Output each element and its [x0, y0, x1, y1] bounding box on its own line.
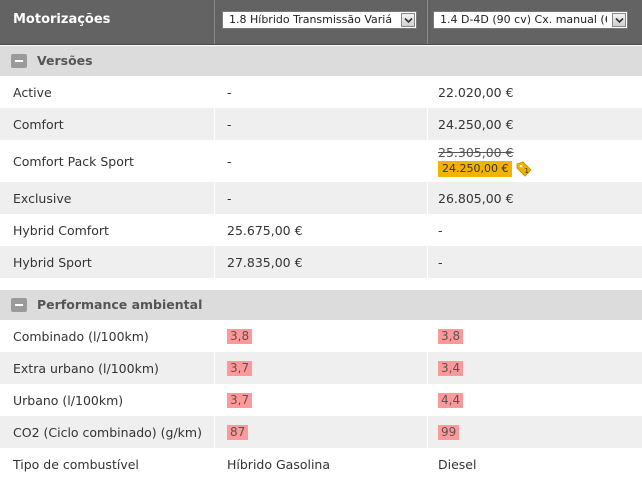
row-label: CO2 (Ciclo combinado) (g/km) — [13, 424, 202, 440]
engine-1-value: 3,7 — [227, 352, 253, 384]
column-divider — [427, 182, 428, 214]
section-title: Versões — [37, 53, 93, 68]
engine-2-value: 24.250,00 € — [438, 116, 514, 132]
header-divider — [214, 0, 215, 44]
row-label: Active — [13, 84, 52, 100]
engine-2-value: 22.020,00 € — [438, 84, 514, 100]
table-row: Extra urbano (l/100km) 3,7 3,4 — [0, 352, 642, 384]
value-badge: 4,4 — [438, 392, 464, 408]
section-title: Performance ambiental — [37, 297, 203, 312]
section-header-versions[interactable]: Versões — [0, 46, 642, 76]
header-label-cell: Motorizações — [0, 0, 214, 44]
engine-2-value: 26.805,00 € — [438, 190, 514, 206]
chevron-down-icon[interactable] — [612, 13, 626, 27]
engine-select-2[interactable]: 1.4 D-4D (90 cv) Cx. manual (6 — [433, 11, 628, 29]
value-badge: 3,4 — [438, 360, 464, 376]
promo-price-group[interactable]: 24.250,00 € 1 — [438, 161, 533, 177]
engine-2-value: 3,8 — [438, 320, 464, 352]
table-row: Comfort - 24.250,00 € — [0, 108, 642, 140]
engine-2-value: - — [438, 222, 443, 238]
engine-1-value: - — [227, 153, 232, 169]
engine-2-value: - — [438, 254, 443, 270]
promo-price: 24.250,00 € — [438, 161, 513, 177]
value-badge: 3,7 — [227, 392, 253, 408]
column-divider — [214, 416, 215, 448]
collapse-icon[interactable] — [11, 54, 27, 68]
column-divider — [427, 108, 428, 140]
row-label: Comfort Pack Sport — [13, 153, 134, 169]
value-badge: 3,8 — [438, 328, 464, 344]
engine-2-value: 4,4 — [438, 384, 464, 416]
engine-select-2-value: 1.4 D-4D (90 cv) Cx. manual (6 — [440, 13, 607, 26]
engine-2-value: 99 — [438, 416, 460, 448]
engine-1-value: - — [227, 84, 232, 100]
table-header: Motorizações 1.8 Híbrido Transmissão Var… — [0, 0, 642, 45]
row-label: Hybrid Comfort — [13, 222, 109, 238]
row-label: Tipo de combustível — [13, 456, 139, 472]
original-price: 25.305,00 € — [438, 145, 514, 160]
engine-1-value: - — [227, 190, 232, 206]
row-label: Hybrid Sport — [13, 254, 92, 270]
table-row: Combinado (l/100km) 3,8 3,8 — [0, 320, 642, 352]
engine-1-value: 87 — [227, 416, 249, 448]
table-row: Exclusive - 26.805,00 € — [0, 182, 642, 214]
row-label: Combinado (l/100km) — [13, 328, 149, 344]
engine-select-1[interactable]: 1.8 Híbrido Transmissão Variá — [222, 11, 417, 29]
table-row: Tipo de combustível Híbrido Gasolina Die… — [0, 448, 642, 480]
row-label: Comfort — [13, 116, 64, 132]
engine-1-value: Híbrido Gasolina — [227, 456, 331, 472]
column-divider — [214, 108, 215, 140]
engine-1-value: 27.835,00 € — [227, 254, 303, 270]
table-row: CO2 (Ciclo combinado) (g/km) 87 99 — [0, 416, 642, 448]
column-divider — [427, 416, 428, 448]
engine-2-value: 3,4 — [438, 352, 464, 384]
engine-1-value: 3,8 — [227, 320, 253, 352]
engine-1-value: 3,7 — [227, 384, 253, 416]
column-divider — [214, 352, 215, 384]
value-badge: 87 — [227, 424, 249, 440]
engine-2-price-cell: 25.305,00 € 24.250,00 € 1 — [438, 140, 533, 182]
value-badge: 99 — [438, 424, 460, 440]
chevron-down-icon[interactable] — [401, 13, 415, 27]
column-divider — [214, 182, 215, 214]
table-row: Comfort Pack Sport - 25.305,00 € 24.250,… — [0, 140, 642, 182]
header-title: Motorizações — [13, 12, 111, 27]
price-stack: 25.305,00 € 24.250,00 € 1 — [438, 145, 533, 177]
column-divider — [427, 352, 428, 384]
engine-1-value: 25.675,00 € — [227, 222, 303, 238]
promo-count: 1 — [525, 167, 529, 175]
collapse-icon[interactable] — [11, 298, 27, 312]
column-divider — [214, 246, 215, 278]
value-badge: 3,8 — [227, 328, 253, 344]
table-row: Hybrid Comfort 25.675,00 € - — [0, 214, 642, 246]
engine-2-value: Diesel — [438, 456, 477, 472]
column-divider — [427, 246, 428, 278]
value-badge: 3,7 — [227, 360, 253, 376]
header-divider — [427, 0, 428, 44]
engine-1-value: - — [227, 116, 232, 132]
engine-select-1-value: 1.8 Híbrido Transmissão Variá — [229, 13, 393, 26]
row-label: Urbano (l/100km) — [13, 392, 124, 408]
row-label: Exclusive — [13, 190, 72, 206]
table-row: Active - 22.020,00 € — [0, 76, 642, 108]
tag-icon[interactable]: 1 — [516, 161, 533, 177]
section-header-performance[interactable]: Performance ambiental — [0, 290, 642, 320]
table-row: Hybrid Sport 27.835,00 € - — [0, 246, 642, 278]
row-label: Extra urbano (l/100km) — [13, 360, 159, 376]
table-row: Urbano (l/100km) 3,7 4,4 — [0, 384, 642, 416]
